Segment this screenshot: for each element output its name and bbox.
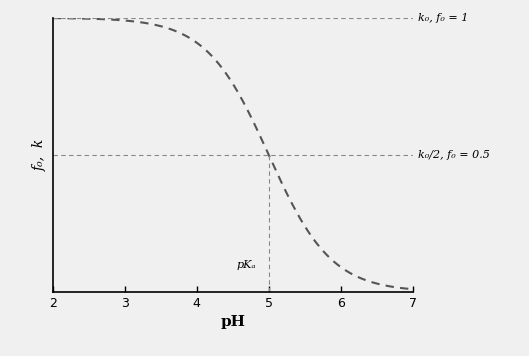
Text: k₀, f₀ = 1: k₀, f₀ = 1 [418,13,469,23]
Text: k₀/2, f₀ = 0.5: k₀/2, f₀ = 0.5 [418,150,490,160]
X-axis label: pH: pH [220,315,245,329]
Text: pKₐ: pKₐ [236,260,256,270]
Y-axis label: f₀,  k: f₀, k [33,139,47,171]
